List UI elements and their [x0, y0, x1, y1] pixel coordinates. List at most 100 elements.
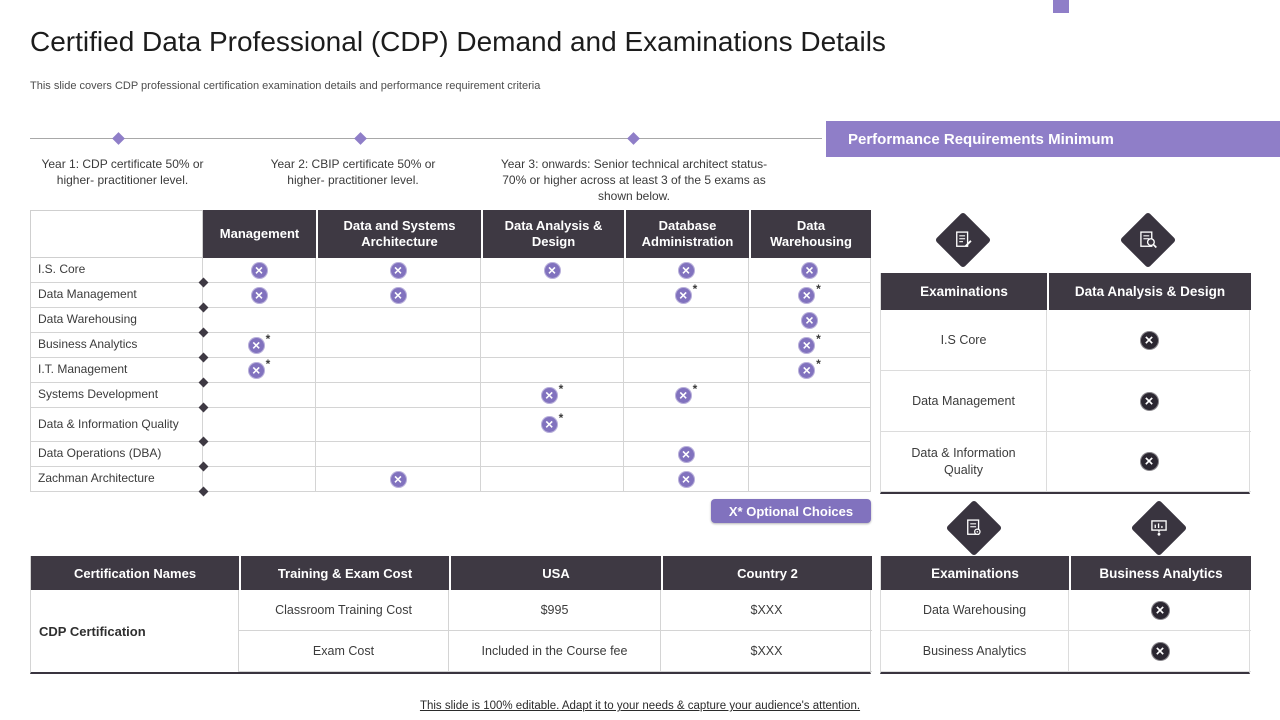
matrix-cell: × [624, 467, 749, 491]
matrix-cell: × [749, 258, 871, 282]
exam-presentation-icon [1130, 499, 1188, 557]
exam-matrix-table: Management Data and Systems Architecture… [30, 210, 871, 492]
matrix-cell [481, 467, 624, 491]
row-cells: × * [203, 408, 871, 441]
dad-mark-cell: × [1047, 310, 1251, 371]
exam-search-icon [1119, 211, 1177, 269]
cross-circle-icon: × [247, 336, 265, 354]
cost-cell-country2-classroom: $XXX [661, 590, 872, 631]
cross-circle-icon: × [247, 361, 265, 379]
cross-circle-icon: × [674, 386, 692, 404]
row-cells: × * × * [203, 381, 871, 407]
exam-edit-icon [934, 211, 992, 269]
row-label-zachman-architecture: Zachman Architecture [31, 467, 203, 491]
exam-matrix-corner-cell [30, 210, 203, 258]
optional-asterisk: * [265, 331, 271, 346]
matrix-cell [481, 333, 624, 357]
timeline-marker-year2-icon [354, 132, 367, 145]
cost-cell-usa-exam: Included in the Course fee [449, 631, 661, 672]
row-cells: × * × * [203, 356, 871, 382]
matrix-cell [203, 442, 316, 466]
matrix-cell [481, 358, 624, 382]
cross-circle-icon: × [1150, 641, 1170, 661]
column-header-data-analysis-design: Data Analysis & Design [481, 210, 624, 258]
optional-asterisk: * [558, 411, 564, 425]
cross-circle-icon: × [389, 470, 407, 488]
matrix-cell: × [316, 258, 481, 282]
matrix-cell [624, 358, 749, 382]
ba-header-examinations: Examinations [881, 556, 1069, 590]
table-row: Data Warehousing × [31, 308, 871, 333]
page-title: Certified Data Professional (CDP) Demand… [30, 26, 886, 57]
timeline-line [30, 138, 822, 139]
row-label-is-core: I.S. Core [31, 258, 203, 282]
ba-mark-cell: × [1069, 590, 1251, 631]
matrix-cell: × * [203, 356, 316, 382]
column-header-database-administration: Database Administration [624, 210, 749, 258]
timeline-year3-text: Year 3: onwards: Senior technical archit… [500, 157, 768, 204]
table-row: I.T. Management × * × * [31, 356, 871, 383]
cost-cell-classroom-training: Classroom Training Cost [239, 590, 449, 631]
matrix-cell: × [749, 308, 871, 332]
table-row: Data Management × × × * × * [31, 281, 871, 308]
table-row: Data & Information Quality × * [31, 408, 871, 442]
optional-asterisk: * [692, 381, 698, 396]
cross-circle-icon: × [543, 261, 561, 279]
optional-asterisk: * [816, 331, 821, 346]
dad-header-examinations: Examinations [881, 273, 1047, 310]
ba-row-data-warehousing: Data Warehousing [881, 590, 1069, 631]
dad-row-data-management: Data Management [881, 371, 1047, 432]
cross-circle-icon: × [677, 445, 695, 463]
cost-header-certification-names: Certification Names [31, 556, 239, 590]
dad-row-is-core: I.S Core [881, 310, 1047, 371]
matrix-cell: × * [749, 281, 871, 307]
cost-header-training-exam-cost: Training & Exam Cost [239, 556, 449, 590]
matrix-cell [316, 383, 481, 407]
cost-header-country2: Country 2 [661, 556, 872, 590]
cost-group-cdp-certification: CDP Certification [31, 590, 239, 672]
cross-circle-icon: × [677, 470, 695, 488]
table-row: Data Operations (DBA) × [31, 442, 871, 467]
table-row: Systems Development × * × * [31, 381, 871, 408]
dad-row-data-information-quality: Data & Information Quality [881, 432, 1047, 492]
optional-asterisk: * [265, 356, 271, 371]
exam-matrix-body: I.S. Core × × × × × Data Management × × × * × * D… [30, 258, 871, 492]
cross-circle-icon: × [540, 416, 558, 433]
row-cells: × * × * [203, 331, 871, 357]
slide-subtitle: This slide covers CDP professional certi… [30, 80, 541, 92]
matrix-cell: × * [749, 357, 871, 382]
table-row: I.S. Core × × × × × [31, 258, 871, 283]
optional-choices-badge: X* Optional Choices [711, 499, 871, 523]
slide-accent-bar [1053, 0, 1069, 13]
matrix-cell: × * [624, 381, 749, 407]
matrix-cell: × [624, 258, 749, 282]
matrix-cell: × * [203, 331, 316, 357]
exam-checklist-icon [945, 499, 1003, 557]
table-row: Zachman Architecture × × [31, 467, 871, 492]
row-label-business-analytics: Business Analytics [31, 333, 203, 357]
performance-requirements-banner-label: Performance Requirements Minimum [848, 130, 1114, 148]
cross-circle-icon: × [250, 261, 268, 279]
optional-asterisk: * [816, 281, 821, 296]
matrix-cell: × [624, 442, 749, 466]
row-cells: × × × × × [203, 258, 871, 282]
matrix-cell [481, 308, 624, 332]
column-header-data-systems-architecture: Data and Systems Architecture [316, 210, 481, 258]
timeline-marker-year3-icon [627, 132, 640, 145]
row-label-data-warehousing: Data Warehousing [31, 308, 203, 332]
matrix-cell [481, 283, 624, 307]
row-label-data-management: Data Management [31, 283, 203, 307]
timeline-year1-text: Year 1: CDP certificate 50% or higher- p… [41, 157, 204, 188]
row-cells: × [203, 308, 871, 332]
optional-asterisk: * [692, 281, 698, 296]
cost-cell-usa-classroom: $995 [449, 590, 661, 631]
ba-header-business-analytics: Business Analytics [1069, 556, 1251, 590]
cross-circle-icon: × [798, 361, 816, 379]
matrix-cell [203, 308, 316, 332]
matrix-cell [749, 408, 871, 441]
row-label-systems-development: Systems Development [31, 383, 203, 407]
ba-row-business-analytics: Business Analytics [881, 631, 1069, 672]
certification-cost-table: Certification Names Training & Exam Cost… [30, 556, 872, 674]
column-header-data-warehousing: Data Warehousing [749, 210, 871, 258]
